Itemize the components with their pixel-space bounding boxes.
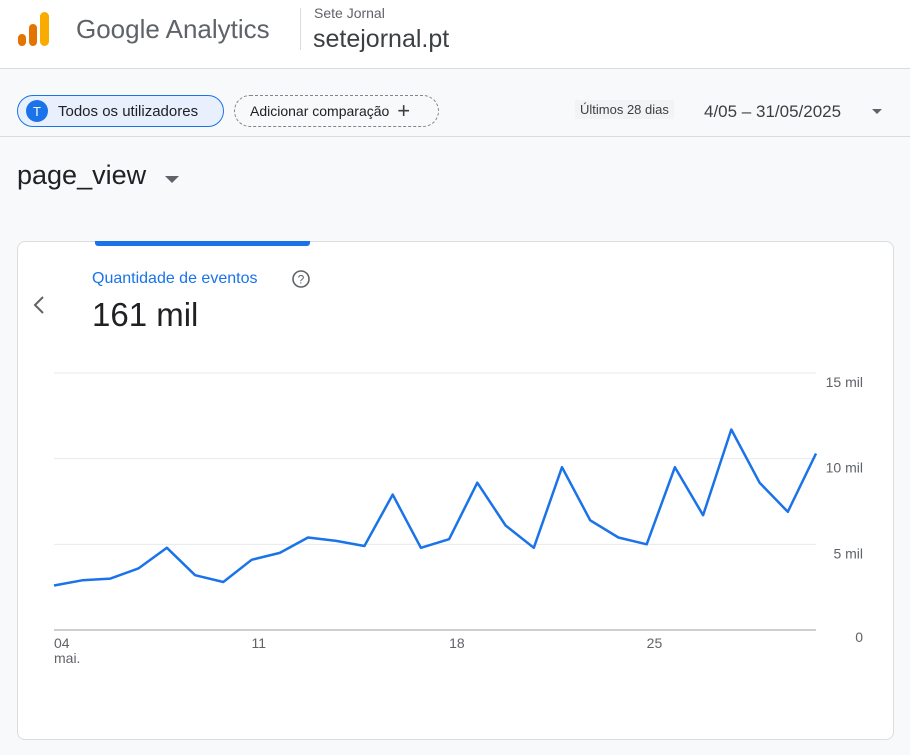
x-tick-label: 04 — [54, 635, 70, 651]
date-range[interactable]: 4/05 – 31/05/2025 — [704, 102, 842, 121]
chart-card — [17, 241, 894, 740]
y-tick-label: 0 — [855, 629, 863, 645]
plus-icon: + — [397, 98, 411, 123]
property-name[interactable]: setejornal.pt — [313, 25, 450, 53]
metric-total: 161 mil — [92, 296, 199, 333]
x-tick-label: 11 — [252, 635, 267, 651]
logo — [18, 12, 49, 46]
account-name[interactable]: Sete Jornal — [314, 5, 385, 21]
y-tick-label: 10 mil — [826, 460, 863, 476]
y-tick-label: 5 mil — [833, 545, 863, 561]
y-tick-label: 15 mil — [826, 374, 863, 390]
segment-chip[interactable]: T Todos os utilizadores — [17, 95, 224, 127]
selected-tab-indicator — [95, 241, 310, 246]
product-name: Google Analytics — [76, 14, 270, 44]
date-dropdown[interactable] — [871, 108, 883, 116]
metric-label[interactable]: Quantidade de eventos — [92, 270, 258, 287]
x-tick-label: 25 — [647, 635, 663, 651]
event-name[interactable]: page_view — [17, 160, 147, 190]
svg-text:?: ? — [298, 273, 305, 287]
x-month-label: mai. — [54, 650, 80, 666]
help-icon[interactable]: ? — [291, 269, 311, 289]
segment-initial: T — [26, 100, 48, 122]
divider — [300, 8, 301, 50]
x-tick-label: 18 — [449, 635, 465, 651]
compare-button[interactable]: Adicionar comparação + — [234, 95, 439, 127]
separator — [0, 136, 910, 137]
prev-arrow[interactable] — [32, 295, 46, 315]
segment-label: Todos os utilizadores — [58, 102, 199, 120]
line-series — [53, 428, 818, 587]
compare-label: Adicionar comparação — [250, 103, 390, 119]
date-range-name[interactable]: Últimos 28 dias — [575, 100, 674, 119]
event-dropdown[interactable] — [164, 175, 180, 184]
top-bar: Google Analytics Sete Jornal setejornal.… — [0, 0, 910, 69]
